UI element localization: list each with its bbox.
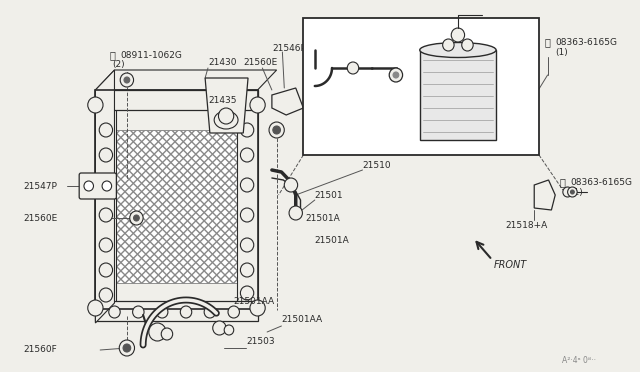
- Text: FRONT: FRONT: [494, 260, 527, 270]
- Circle shape: [461, 39, 473, 51]
- Text: Ⓢ: Ⓢ: [545, 37, 550, 47]
- Text: 21501E: 21501E: [387, 106, 420, 115]
- Circle shape: [99, 123, 113, 137]
- Circle shape: [99, 288, 113, 302]
- Circle shape: [273, 126, 280, 134]
- Text: Ⓝ: Ⓝ: [109, 50, 115, 60]
- Circle shape: [241, 178, 253, 192]
- Circle shape: [88, 97, 103, 113]
- Circle shape: [134, 215, 140, 221]
- Text: 21501: 21501: [315, 190, 344, 199]
- Bar: [116, 130, 237, 283]
- Circle shape: [570, 190, 574, 194]
- Circle shape: [84, 181, 93, 191]
- Text: 21501A: 21501A: [315, 235, 349, 244]
- Circle shape: [99, 263, 113, 277]
- Circle shape: [124, 77, 130, 83]
- Circle shape: [568, 187, 577, 197]
- Text: (1): (1): [556, 48, 568, 57]
- Text: 21560E: 21560E: [24, 214, 58, 222]
- Circle shape: [241, 208, 253, 222]
- Circle shape: [284, 178, 298, 192]
- Circle shape: [563, 187, 572, 197]
- Circle shape: [132, 306, 144, 318]
- Circle shape: [241, 148, 253, 162]
- Polygon shape: [272, 88, 303, 115]
- Text: 21501A: 21501A: [305, 214, 340, 222]
- Text: 21501AA: 21501AA: [282, 315, 323, 324]
- Bar: [420, 50, 496, 140]
- Circle shape: [393, 72, 399, 78]
- Circle shape: [241, 123, 253, 137]
- Text: 21503: 21503: [246, 337, 275, 346]
- Text: 08363-6165G: 08363-6165G: [570, 177, 632, 186]
- Circle shape: [241, 238, 253, 252]
- Bar: [95, 301, 257, 321]
- Polygon shape: [95, 70, 115, 323]
- Text: 21518+B: 21518+B: [467, 106, 509, 115]
- Circle shape: [218, 108, 234, 124]
- Bar: [95, 90, 257, 110]
- Circle shape: [250, 97, 265, 113]
- Circle shape: [119, 340, 134, 356]
- Circle shape: [149, 323, 166, 341]
- Circle shape: [156, 306, 168, 318]
- FancyBboxPatch shape: [79, 173, 116, 199]
- Circle shape: [224, 325, 234, 335]
- Text: 21501E: 21501E: [339, 106, 373, 115]
- Circle shape: [289, 206, 303, 220]
- Circle shape: [102, 181, 111, 191]
- Text: (2): (2): [113, 60, 125, 68]
- Bar: [237, 108, 257, 305]
- Ellipse shape: [420, 42, 496, 58]
- Circle shape: [241, 286, 253, 300]
- Text: 21560F: 21560F: [24, 346, 58, 355]
- Circle shape: [130, 211, 143, 225]
- Circle shape: [99, 178, 113, 192]
- Text: 21501AA: 21501AA: [234, 298, 275, 307]
- Circle shape: [241, 263, 253, 277]
- Text: 21516: 21516: [410, 38, 439, 46]
- Text: Ⓢ: Ⓢ: [560, 177, 566, 187]
- Text: 21518+A: 21518+A: [506, 221, 548, 230]
- Circle shape: [180, 306, 192, 318]
- Text: 21546P: 21546P: [272, 44, 306, 52]
- Circle shape: [109, 306, 120, 318]
- Polygon shape: [205, 78, 248, 133]
- Text: 21560E: 21560E: [243, 58, 278, 67]
- Circle shape: [120, 73, 134, 87]
- Text: A²·4ᵃ 0ᴽ··: A²·4ᵃ 0ᴽ··: [563, 356, 596, 365]
- Text: 08363-6165G: 08363-6165G: [556, 38, 617, 46]
- Circle shape: [204, 306, 216, 318]
- Circle shape: [451, 28, 465, 42]
- Bar: [95, 108, 116, 305]
- Circle shape: [443, 39, 454, 51]
- Text: 21510: 21510: [362, 160, 391, 170]
- Circle shape: [123, 344, 131, 352]
- Circle shape: [99, 208, 113, 222]
- Bar: [116, 130, 237, 283]
- Text: 21515: 21515: [309, 22, 338, 32]
- Polygon shape: [95, 70, 276, 90]
- Circle shape: [99, 238, 113, 252]
- Circle shape: [389, 68, 403, 82]
- Polygon shape: [534, 180, 556, 210]
- Circle shape: [161, 328, 173, 340]
- Circle shape: [99, 148, 113, 162]
- Text: 08911-1062G: 08911-1062G: [120, 51, 182, 60]
- Text: 21430: 21430: [208, 58, 236, 67]
- Text: 21435: 21435: [208, 96, 236, 105]
- Circle shape: [269, 122, 284, 138]
- Circle shape: [228, 306, 239, 318]
- Text: 21547P: 21547P: [24, 182, 58, 190]
- Bar: [303, 18, 539, 155]
- Bar: [95, 90, 257, 309]
- Circle shape: [250, 300, 265, 316]
- Circle shape: [348, 62, 358, 74]
- Circle shape: [88, 300, 103, 316]
- Text: (1): (1): [570, 187, 583, 196]
- Circle shape: [212, 321, 226, 335]
- Ellipse shape: [214, 111, 238, 129]
